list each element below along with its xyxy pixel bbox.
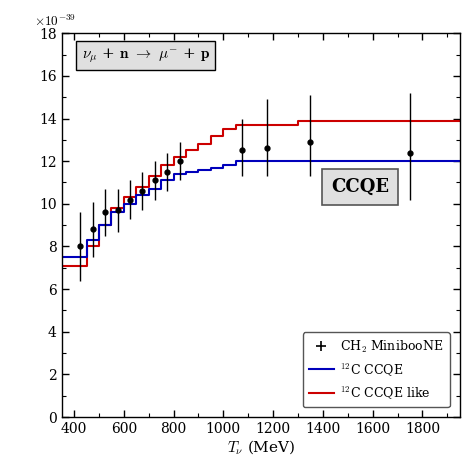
Text: $\nu_{\mu}$ + $\mathbf{n}$ $\rightarrow$ $\mu^{-}$ + $\mathbf{p}$: $\nu_{\mu}$ + $\mathbf{n}$ $\rightarrow$… xyxy=(82,46,210,65)
Text: CCQE: CCQE xyxy=(331,178,389,196)
Text: $\times10^{-39}$: $\times10^{-39}$ xyxy=(34,14,76,29)
X-axis label: $T_{\nu}$ (MeV): $T_{\nu}$ (MeV) xyxy=(227,439,295,457)
Legend: CH$_2$ MinibooNE, $^{12}$C CCQE, $^{12}$C CCQE like: CH$_2$ MinibooNE, $^{12}$C CCQE, $^{12}$… xyxy=(303,332,449,407)
